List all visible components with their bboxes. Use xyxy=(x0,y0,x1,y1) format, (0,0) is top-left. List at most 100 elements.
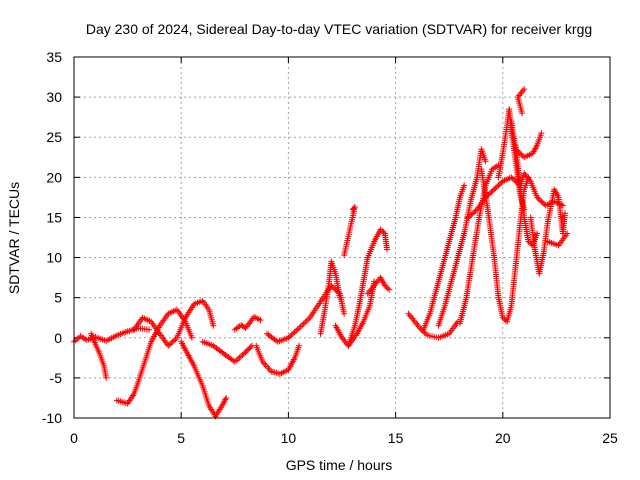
data-point xyxy=(341,310,348,317)
data-point xyxy=(296,342,303,349)
data-point xyxy=(466,213,473,220)
data-point xyxy=(288,332,295,339)
data-point xyxy=(468,211,475,218)
data-point xyxy=(329,283,336,290)
data-point xyxy=(519,110,526,117)
data-point xyxy=(561,210,568,217)
data-point xyxy=(247,344,254,351)
series-track-outliers-21 xyxy=(514,86,571,249)
x-tick-label: 20 xyxy=(495,430,511,446)
data-point xyxy=(243,347,250,354)
x-axis-label: GPS time / hours xyxy=(286,457,393,473)
data-point xyxy=(384,246,391,253)
data-point xyxy=(241,324,248,331)
data-point xyxy=(494,183,501,190)
series-track-high-21 xyxy=(508,118,545,161)
data-point xyxy=(525,174,532,181)
data-point xyxy=(508,174,515,181)
data-point xyxy=(236,354,243,361)
data-point xyxy=(166,341,173,348)
series-track-outliers-13 xyxy=(341,204,358,259)
data-point xyxy=(383,283,390,290)
data-point xyxy=(379,227,386,234)
data-point xyxy=(146,326,153,333)
data-point xyxy=(492,185,499,192)
axis-ticks: 0 5 10 15 20 25 -10 -5 0 5 10 15 20 25 30 35 xyxy=(42,49,618,446)
data-point xyxy=(168,340,175,347)
data-point xyxy=(242,349,249,356)
data-point xyxy=(210,322,217,329)
data-point xyxy=(233,357,240,364)
data-point xyxy=(305,316,312,323)
data-point xyxy=(188,334,195,341)
data-point xyxy=(172,336,179,343)
data-point xyxy=(498,179,505,186)
data-point xyxy=(489,187,496,194)
series-track-trough-10 xyxy=(253,342,303,377)
x-tick-label: 0 xyxy=(70,430,78,446)
data-point xyxy=(336,294,343,301)
data-point xyxy=(525,238,532,245)
data-point xyxy=(386,286,393,293)
data-point xyxy=(472,207,479,214)
series-track-tail-22 xyxy=(527,186,568,277)
series-track-plateau-14 xyxy=(364,274,393,297)
series-track-mid-3 xyxy=(199,338,255,365)
data-point xyxy=(535,195,542,202)
data-point xyxy=(381,282,388,289)
data-point xyxy=(296,325,303,332)
data-point xyxy=(469,210,476,217)
data-point xyxy=(539,199,546,206)
y-axis-label: SDTVAR / TECUs xyxy=(6,182,22,294)
data-point xyxy=(564,230,571,237)
data-point xyxy=(482,158,489,165)
y-tick-label: 35 xyxy=(46,49,62,65)
data-point xyxy=(471,209,478,216)
data-point xyxy=(509,175,516,182)
data-point xyxy=(103,374,110,381)
data-point xyxy=(246,345,253,352)
y-tick-label: 10 xyxy=(46,250,62,266)
data-point xyxy=(514,147,521,154)
x-tick-label: 25 xyxy=(602,430,618,446)
series-track-spike-12 xyxy=(317,258,343,337)
series-track-low-arc xyxy=(113,306,195,407)
data-point xyxy=(171,337,178,344)
data-point xyxy=(303,317,310,324)
series-track-restart-16 xyxy=(405,310,461,341)
series-track-peak-20 xyxy=(495,106,528,213)
x-tick-label: 5 xyxy=(177,430,185,446)
data-point xyxy=(488,189,495,196)
data-point xyxy=(293,327,300,334)
data-point xyxy=(499,314,506,321)
y-tick-label: -10 xyxy=(42,410,62,426)
data-point xyxy=(534,230,541,237)
data-point xyxy=(538,198,545,205)
y-tick-label: -5 xyxy=(50,370,63,386)
data-point xyxy=(496,181,503,188)
data-point xyxy=(534,194,541,201)
data-point xyxy=(239,351,246,358)
data-point xyxy=(302,319,309,326)
series-track-band-20 xyxy=(465,170,566,221)
data-point xyxy=(491,186,498,193)
y-tick-label: 25 xyxy=(46,129,62,145)
data-point xyxy=(291,329,298,336)
data-point xyxy=(518,151,525,158)
data-point xyxy=(516,150,523,157)
data-point xyxy=(223,394,230,401)
series-track-climb-17 xyxy=(420,182,468,333)
chart-title: Day 230 of 2024, Sidereal Day-to-day VTE… xyxy=(86,21,592,37)
data-point xyxy=(240,350,247,357)
data-point xyxy=(495,182,502,189)
y-tick-label: 30 xyxy=(46,89,62,105)
data-point xyxy=(512,146,519,153)
data-point xyxy=(486,190,493,197)
data-point xyxy=(511,177,518,184)
data-point xyxy=(538,130,545,137)
data-points xyxy=(71,86,571,420)
data-point xyxy=(461,182,468,189)
data-point xyxy=(289,330,296,337)
data-point xyxy=(501,316,508,323)
x-tick-label: 15 xyxy=(388,430,404,446)
